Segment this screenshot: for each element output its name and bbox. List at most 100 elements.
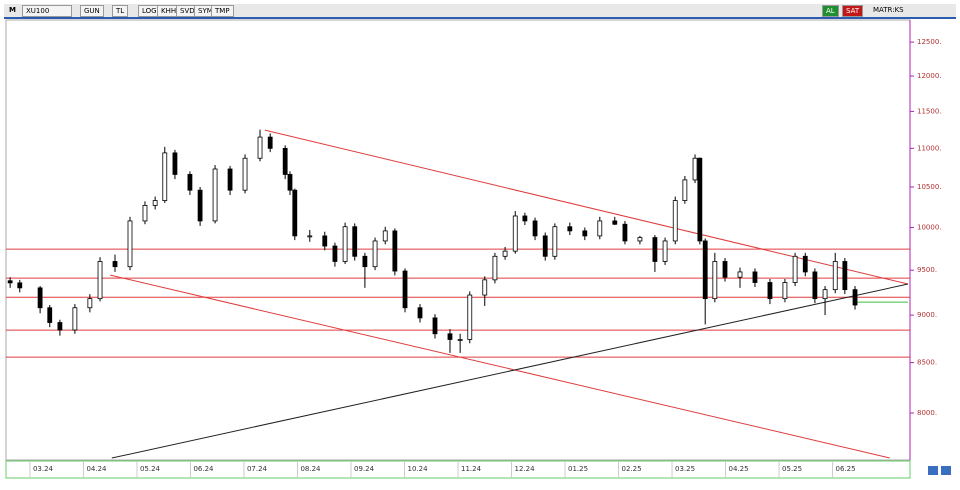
y-tick-label: 8500.: [917, 359, 937, 367]
candle-body: [152, 200, 158, 206]
y-tick-label: 10000.: [917, 224, 942, 232]
candle-body: [722, 261, 728, 278]
candle-body: [97, 261, 103, 300]
candle-body: [307, 235, 313, 238]
y-tick-label: 12000.: [917, 72, 942, 80]
zoom-icon[interactable]: [941, 466, 951, 475]
candle-body: [372, 240, 378, 268]
candle-body: [257, 136, 263, 159]
candle-body: [187, 174, 193, 191]
candle-body: [702, 240, 708, 300]
x-tick-label: 06.24: [193, 465, 214, 473]
candle-body: [17, 282, 23, 289]
candle-body: [457, 339, 463, 341]
candle-body: [782, 282, 788, 300]
x-tick-label: 06.25: [836, 465, 856, 473]
x-tick-label: 10.24: [407, 465, 428, 473]
y-tick-label: 10500.: [917, 183, 942, 191]
y-tick-label: 12500.: [917, 38, 942, 46]
candle-body: [682, 179, 688, 201]
candle-body: [637, 237, 643, 242]
x-tick-label: 12.24: [515, 465, 536, 473]
candle-body: [47, 307, 53, 323]
sell-button[interactable]: SAT: [842, 5, 864, 17]
candle-body: [767, 282, 773, 300]
candle-body: [792, 255, 798, 283]
candle-body: [37, 287, 43, 309]
candle-body: [332, 245, 338, 262]
x-tick-label: 04.24: [86, 465, 107, 473]
candle-body: [567, 226, 573, 232]
x-tick-label: 11.24: [461, 465, 482, 473]
y-tick-label: 9000.: [917, 311, 937, 319]
candle-body: [417, 307, 423, 319]
button[interactable]: TL: [112, 5, 129, 17]
candle-body: [287, 174, 293, 191]
candle-body: [832, 261, 838, 291]
x-tick-label: 05.24: [140, 465, 161, 473]
x-tick-label: 02.25: [622, 465, 642, 473]
candle-body: [87, 298, 93, 309]
candle-body: [392, 230, 398, 272]
candle-body: [227, 168, 233, 191]
candle-body: [482, 279, 488, 296]
candle-body: [112, 261, 118, 268]
candle-body: [542, 235, 548, 257]
trend-line: [111, 283, 909, 459]
x-tick-label: 09.24: [354, 465, 375, 473]
candle-body: [672, 200, 678, 242]
zoom-icon[interactable]: [928, 466, 938, 475]
candle-body: [522, 215, 528, 222]
candle-body: [352, 226, 358, 257]
candle-body: [697, 157, 703, 242]
matrix-label[interactable]: MATR:KS: [873, 6, 904, 14]
candle-body: [802, 255, 808, 273]
x-tick-label: 04.25: [729, 465, 749, 473]
candle-body: [652, 237, 658, 262]
x-tick-label: 07.24: [247, 465, 268, 473]
buy-button[interactable]: AL: [822, 5, 839, 17]
button[interactable]: GUN: [80, 5, 104, 17]
x-tick-label: 01.25: [568, 465, 588, 473]
candle-body: [467, 294, 473, 340]
y-tick-label: 9500.: [917, 266, 937, 274]
candle-body: [822, 289, 828, 300]
candle-body: [282, 147, 288, 175]
x-tick-label: 03.24: [33, 465, 54, 473]
candle-body: [197, 189, 203, 222]
candle-body: [322, 235, 328, 247]
candle-body: [127, 220, 133, 268]
candle-body: [752, 271, 758, 283]
y-tick-label: 8000.: [917, 409, 937, 417]
candle-body: [7, 280, 13, 284]
candle-body: [552, 226, 558, 257]
candle-body: [842, 261, 848, 291]
candle-body: [737, 271, 743, 278]
toolbar: M XU100 GUN TL LOG KHH SVD SYM TMP AL SA…: [4, 4, 956, 19]
symbol-box[interactable]: XU100: [22, 5, 72, 17]
button[interactable]: TMP: [211, 5, 234, 17]
candle-body: [492, 255, 498, 281]
candle-body: [142, 205, 148, 222]
candle-body: [432, 317, 438, 335]
candle-body: [72, 307, 78, 331]
candle-body: [812, 271, 818, 300]
candle-body: [447, 333, 453, 340]
mode[interactable]: M: [9, 6, 16, 14]
candle-body: [267, 136, 273, 149]
candle-body: [57, 322, 63, 331]
trend-line: [110, 274, 890, 459]
candle-body: [622, 223, 628, 242]
y-tick-label: 11000.: [917, 144, 942, 152]
candle-body: [242, 157, 248, 191]
candle-body: [712, 261, 718, 300]
trend-line: [264, 129, 909, 285]
y-tick-label: 11500.: [917, 107, 942, 115]
candle-body: [662, 240, 668, 262]
candle-body: [212, 168, 218, 222]
candle-body: [342, 226, 348, 262]
plot-frame: [5, 19, 911, 461]
candle-body: [382, 230, 388, 242]
candle-body: [852, 289, 858, 306]
